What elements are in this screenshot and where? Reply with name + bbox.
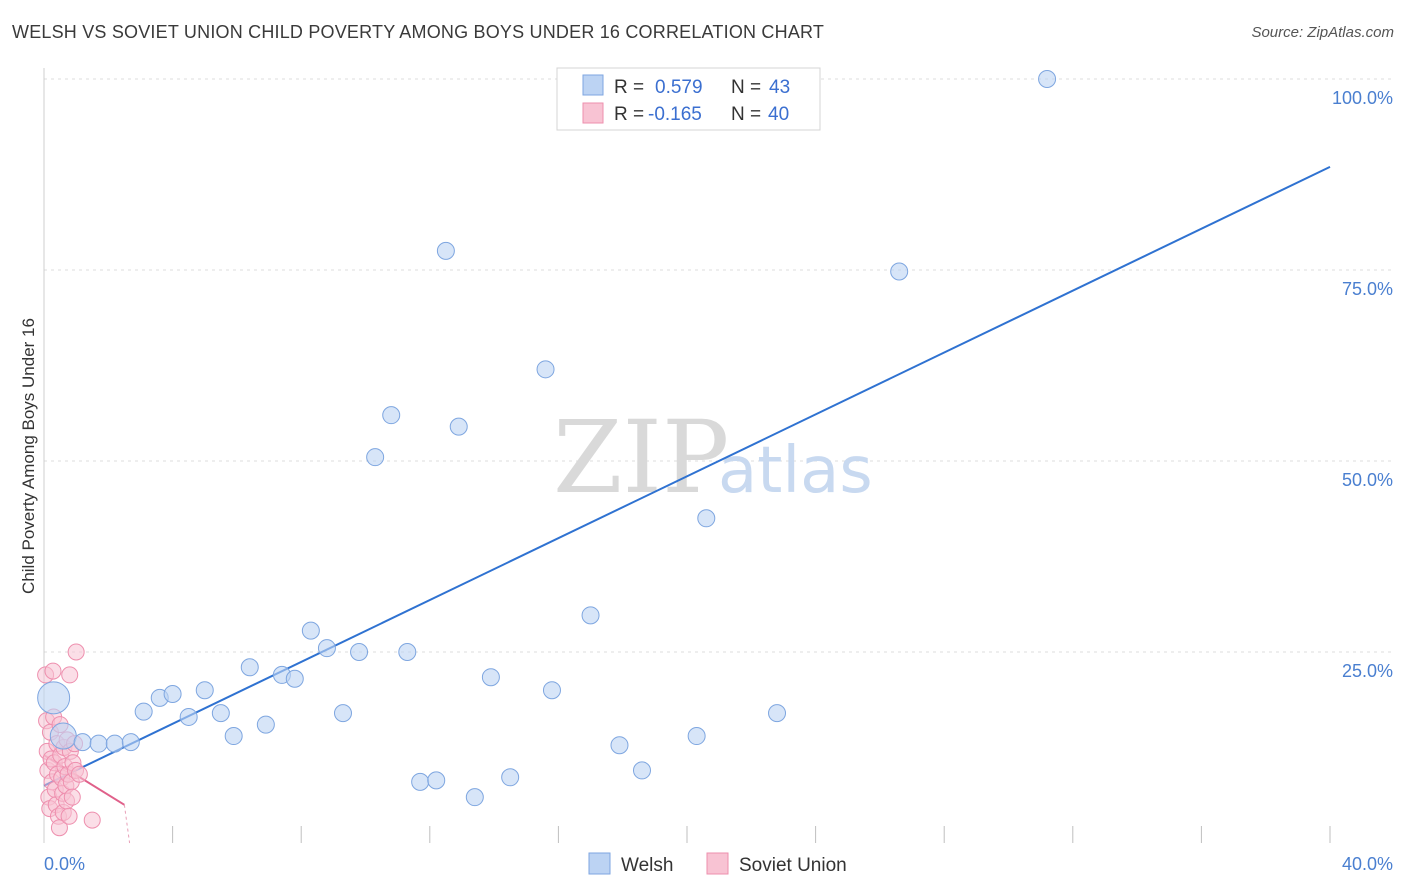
welsh-point-12 [224, 727, 243, 746]
bottom-legend-swatch-soviet-union [706, 852, 729, 875]
legend-box: R = 0.579 N = 43 R = -0.165 N = 40 [556, 67, 821, 131]
welsh-point-6 [134, 702, 153, 721]
welsh-point-40 [768, 704, 787, 723]
y-axis-label: Child Poverty Among Boys Under 16 [19, 318, 38, 594]
gridlines [44, 78, 1392, 653]
welsh-point-20 [350, 643, 369, 661]
welsh-point-34 [610, 736, 629, 755]
y-tick-label-1: 50.0% [1342, 470, 1393, 490]
x-tick-label-1: 40.0% [1342, 854, 1393, 874]
welsh-point-1 [49, 722, 77, 750]
y-tick-label-3: 100.0% [1332, 88, 1393, 108]
y-tick-label-0: 25.0% [1342, 661, 1393, 681]
legend-swatch-soviet-union [582, 102, 604, 124]
welsh-point-23 [398, 643, 417, 661]
welsh-point-21 [366, 448, 385, 467]
welsh-point-38 [697, 509, 716, 528]
soviet-union-point-39 [83, 811, 101, 829]
soviet-union-trendline-extension [123, 804, 131, 844]
welsh-trendline [43, 165, 1331, 787]
welsh-point-9 [179, 707, 198, 726]
welsh-point-27 [449, 417, 468, 436]
legend-n-value-welsh: 43 [769, 77, 790, 98]
soviet-union-point-29 [60, 807, 78, 825]
welsh-point-24 [411, 772, 430, 791]
legend-r-label-welsh: R = [614, 77, 644, 98]
soviet-union-point-37 [67, 643, 85, 661]
welsh-point-26 [436, 241, 455, 260]
welsh-point-19 [333, 704, 352, 723]
welsh-point-22 [382, 406, 401, 425]
welsh-point-17 [301, 621, 320, 640]
welsh-point-11 [211, 704, 230, 723]
welsh-point-28 [465, 788, 484, 807]
legend-r-value-welsh: 0.579 [655, 77, 703, 98]
welsh-point-32 [542, 681, 561, 700]
soviet-union-point-38 [70, 765, 88, 783]
legend-r-value-soviet: -0.165 [648, 104, 702, 125]
welsh-point-37 [687, 727, 706, 746]
welsh-point-3 [89, 734, 108, 753]
bottom-legend-swatch-welsh [588, 852, 611, 875]
legend-r-label-soviet: R = [614, 104, 644, 125]
watermark-zip: ZIP [553, 399, 729, 516]
soviet-union-point-33 [63, 788, 81, 806]
watermark-atlas: atlas [718, 434, 873, 508]
soviet-union-point-30 [61, 666, 79, 684]
welsh-point-5 [121, 733, 140, 752]
welsh-point-16 [285, 669, 304, 688]
welsh-point-18 [317, 639, 336, 658]
welsh-point-30 [501, 768, 520, 787]
legend-n-label-welsh: N = [731, 77, 761, 98]
bottom-legend-welsh: Welsh [621, 855, 673, 876]
x-tick-label-0: 0.0% [44, 854, 85, 874]
welsh-point-33 [581, 606, 600, 625]
welsh-point-14 [256, 715, 275, 734]
welsh-point-42 [1038, 70, 1057, 88]
bottom-legend: Welsh Soviet Union [588, 852, 847, 876]
source-label: Source: ZipAtlas.com [1251, 24, 1394, 41]
welsh-point-35 [632, 761, 651, 780]
bottom-legend-soviet-union: Soviet Union [739, 855, 847, 876]
welsh-point-25 [427, 771, 446, 790]
welsh-points [37, 70, 1057, 807]
welsh-point-29 [481, 668, 500, 687]
y-tick-label-2: 75.0% [1342, 279, 1393, 299]
welsh-point-41 [890, 262, 909, 281]
welsh-point-2 [73, 733, 92, 752]
welsh-point-10 [195, 681, 214, 700]
legend-n-value-soviet: 40 [768, 104, 789, 125]
legend-n-label-soviet: N = [731, 104, 761, 125]
welsh-point-8 [163, 685, 182, 704]
welsh-point-31 [536, 360, 555, 379]
soviet-union-points [37, 643, 101, 837]
welsh-point-13 [240, 658, 259, 677]
soviet-union-point-9 [44, 662, 62, 680]
welsh-point-4 [105, 734, 124, 753]
chart-title: WELSH VS SOVIET UNION CHILD POVERTY AMON… [12, 22, 825, 42]
welsh-point-0 [37, 681, 71, 715]
tick-labels: 25.0% 50.0% 75.0% 100.0% 0.0% 40.0% [44, 88, 1393, 874]
legend-swatch-welsh [582, 74, 604, 96]
